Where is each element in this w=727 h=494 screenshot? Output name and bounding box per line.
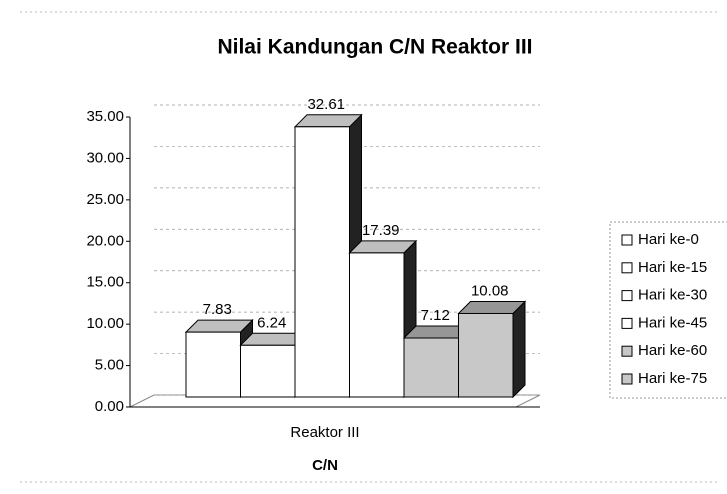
- legend-swatch: [621, 317, 633, 329]
- bar-side: [512, 300, 526, 399]
- y-tick-label: 10.00: [86, 315, 124, 332]
- y-tick-label: 5.00: [95, 357, 124, 374]
- legend-label: Hari ke-15: [638, 259, 707, 276]
- data-label: 7.83: [203, 301, 232, 318]
- bar-top: [348, 240, 418, 254]
- legend-label: Hari ke-45: [638, 314, 707, 331]
- bar-top: [457, 300, 527, 314]
- x-axis-title: C/N: [312, 457, 338, 474]
- data-label: 7.12: [421, 307, 450, 324]
- y-tick-label: 20.00: [86, 232, 124, 249]
- data-label: 17.39: [362, 222, 400, 239]
- legend-label: Hari ke-30: [638, 287, 707, 304]
- bar: [294, 126, 350, 398]
- legend-swatch: [621, 290, 633, 302]
- bar: [185, 331, 241, 398]
- y-tick-label: 30.00: [86, 149, 124, 166]
- bar: [349, 252, 405, 398]
- y-tick-label: 25.00: [86, 191, 124, 208]
- bar-top: [184, 319, 254, 333]
- legend-swatch: [621, 345, 633, 357]
- bar: [403, 337, 459, 398]
- legend-label: Hari ke-75: [638, 370, 707, 387]
- y-tick-label: 0.00: [95, 398, 124, 415]
- data-label: 10.08: [471, 282, 509, 299]
- legend-swatch: [621, 373, 633, 385]
- legend-swatch: [621, 234, 633, 246]
- y-tick-label: 15.00: [86, 274, 124, 291]
- bar: [240, 344, 296, 398]
- legend-label: Hari ke-0: [638, 231, 699, 248]
- data-label: 32.61: [307, 96, 345, 113]
- chart-title: Nilai Kandungan C/N Reaktor III: [217, 36, 532, 59]
- legend-box: [609, 221, 727, 399]
- bar-top: [293, 114, 363, 128]
- data-label: 6.24: [257, 314, 286, 331]
- legend-swatch: [621, 262, 633, 274]
- y-tick-label: 35.00: [86, 108, 124, 125]
- legend-label: Hari ke-60: [638, 342, 707, 359]
- x-tick-label: Reaktor III: [290, 424, 359, 441]
- bar: [458, 312, 514, 398]
